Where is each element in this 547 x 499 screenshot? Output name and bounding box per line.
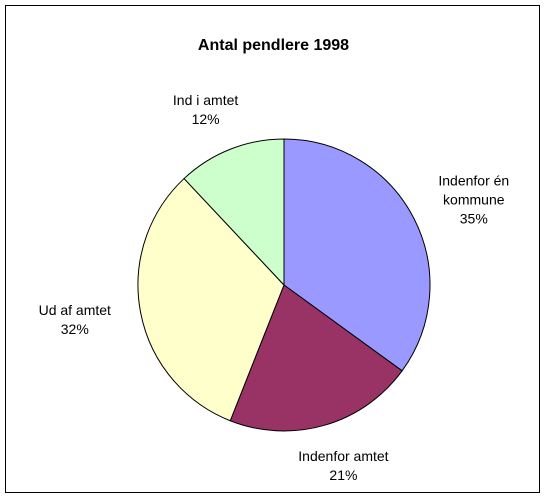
category-label: Indenfor amtet (298, 447, 389, 464)
value-label: 35% (459, 210, 488, 227)
category-label: Ud af amtet (38, 302, 111, 319)
category-label: Ind i amtet (172, 92, 239, 109)
data-label: Indenfor én kommune 35% (419, 171, 529, 228)
value-label: 21% (329, 466, 358, 483)
pie-slice (283, 138, 431, 372)
pie-slice (183, 138, 285, 287)
chart-title: Antal pendlere 1998 (197, 37, 350, 54)
data-label: Indenfor amtet 21% (288, 447, 398, 485)
category-label: Indenfor én kommune (438, 172, 510, 208)
data-label: Ud af amtet 32% (20, 301, 130, 339)
value-label: 12% (191, 111, 220, 128)
pie-slice (137, 177, 285, 422)
value-label: 32% (60, 321, 89, 338)
pie-slice (229, 284, 403, 432)
chart-frame (5, 5, 540, 493)
data-label: Ind i amtet 12% (151, 91, 261, 129)
